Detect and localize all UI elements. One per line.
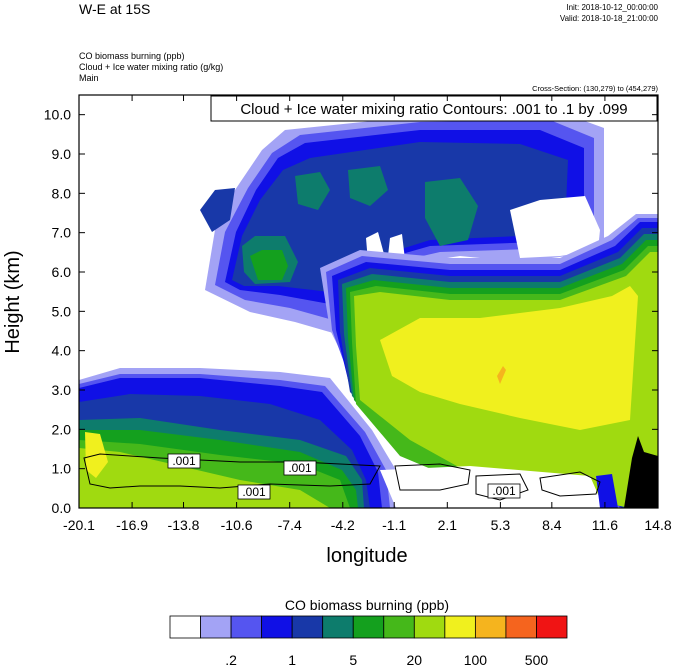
x-axis-label: longitude <box>326 545 407 567</box>
x-tick-label: -4.2 <box>331 517 355 533</box>
x-tick-label: 14.8 <box>644 517 671 533</box>
colorbar-swatch <box>383 615 415 639</box>
init-time: Init: 2018-10-12_00:00:00 <box>566 3 658 12</box>
colorbar-tick-label: .2 <box>225 652 237 667</box>
chart-title: Cloud + Ice water mixing ratio Contours:… <box>240 101 627 118</box>
colorbar <box>169 615 568 639</box>
cross-section-label: Cross-Section: (130,279) to (454,279) <box>532 84 658 93</box>
y-tick-label: 5.0 <box>52 303 72 319</box>
y-tick-label: 8.0 <box>52 185 72 201</box>
colorbar-swatch <box>261 615 293 639</box>
y-tick-label: 4.0 <box>52 343 72 359</box>
colorbar-title: CO biomass burning (ppb) <box>285 597 449 613</box>
contour-label-box <box>237 484 271 500</box>
valid-time: Valid: 2018-10-18_21:00:00 <box>560 14 659 23</box>
y-axis: 0.0 1.0 2.0 3.0 4.0 5.0 6.0 7.0 8.0 9.0 10.0 <box>44 107 658 516</box>
colorbar-swatch <box>474 615 507 639</box>
contour-label: .001 <box>242 485 266 499</box>
colorbar-swatch <box>505 615 537 639</box>
y-tick-label: 9.0 <box>52 146 72 162</box>
x-tick-label: -10.6 <box>221 517 253 533</box>
colorbar-swatch <box>352 615 385 639</box>
colorbar-swatch <box>200 615 232 639</box>
y-tick-label: 0.0 <box>52 500 72 516</box>
colorbar-tick-label: 500 <box>525 652 549 667</box>
colorbar-tick-label: 5 <box>349 652 357 667</box>
chart-header-title: W-E at 15S <box>79 1 150 17</box>
x-axis: -20.1 -16.9 -13.8 -10.6 -7.4 -4.2 -1.1 2.1 5.3 8.… <box>63 95 672 533</box>
y-tick-label: 3.0 <box>52 382 72 398</box>
plot-frame <box>78 94 659 509</box>
field-label-cloud: Cloud + Ice water mixing ratio (g/kg) <box>79 62 223 72</box>
field-label-main: Main <box>79 73 99 83</box>
y-tick-label: 2.0 <box>52 421 72 437</box>
colorbar-tick-labels: .2 1 5 20 100 500 <box>225 652 548 667</box>
colorbar-swatch <box>536 615 568 639</box>
y-tick-label: 10.0 <box>44 107 71 123</box>
x-tick-label: 5.3 <box>491 517 511 533</box>
contour-label-box <box>283 460 317 476</box>
field-label-co: CO biomass burning (ppb) <box>79 51 185 61</box>
colorbar-tick-label: 1 <box>288 652 296 667</box>
x-tick-label: -7.4 <box>278 517 302 533</box>
colorbar-swatch <box>291 615 324 639</box>
y-tick-label: 1.0 <box>52 461 72 477</box>
contour-label: .001 <box>172 454 196 468</box>
contour-label: .001 <box>288 461 312 475</box>
x-tick-label: 8.4 <box>542 517 562 533</box>
contour-label-box <box>167 453 201 469</box>
co-field: .001 .001 .001 .001 <box>79 112 658 508</box>
colorbar-swatch <box>413 615 446 639</box>
y-tick-label: 6.0 <box>52 264 72 280</box>
x-tick-label: -1.1 <box>382 517 406 533</box>
y-axis-label: Height (km) <box>2 250 24 353</box>
x-tick-label: 11.6 <box>592 517 618 533</box>
colorbar-swatch <box>230 615 263 639</box>
colorbar-tick-label: 20 <box>407 652 423 667</box>
x-tick-label: -16.9 <box>116 517 148 533</box>
x-tick-label: -20.1 <box>63 517 95 533</box>
colorbar-swatch <box>444 615 476 639</box>
colorbar-tick-label: 100 <box>464 652 488 667</box>
x-tick-label: 2.1 <box>438 517 458 533</box>
contour-label: .001 <box>492 484 516 498</box>
y-tick-label: 7.0 <box>52 225 72 241</box>
colorbar-swatch <box>169 615 201 639</box>
chart-title-box <box>210 95 658 122</box>
contour-label-box <box>487 483 521 499</box>
x-tick-label: -13.8 <box>168 517 200 533</box>
colorbar-swatch <box>322 615 354 639</box>
